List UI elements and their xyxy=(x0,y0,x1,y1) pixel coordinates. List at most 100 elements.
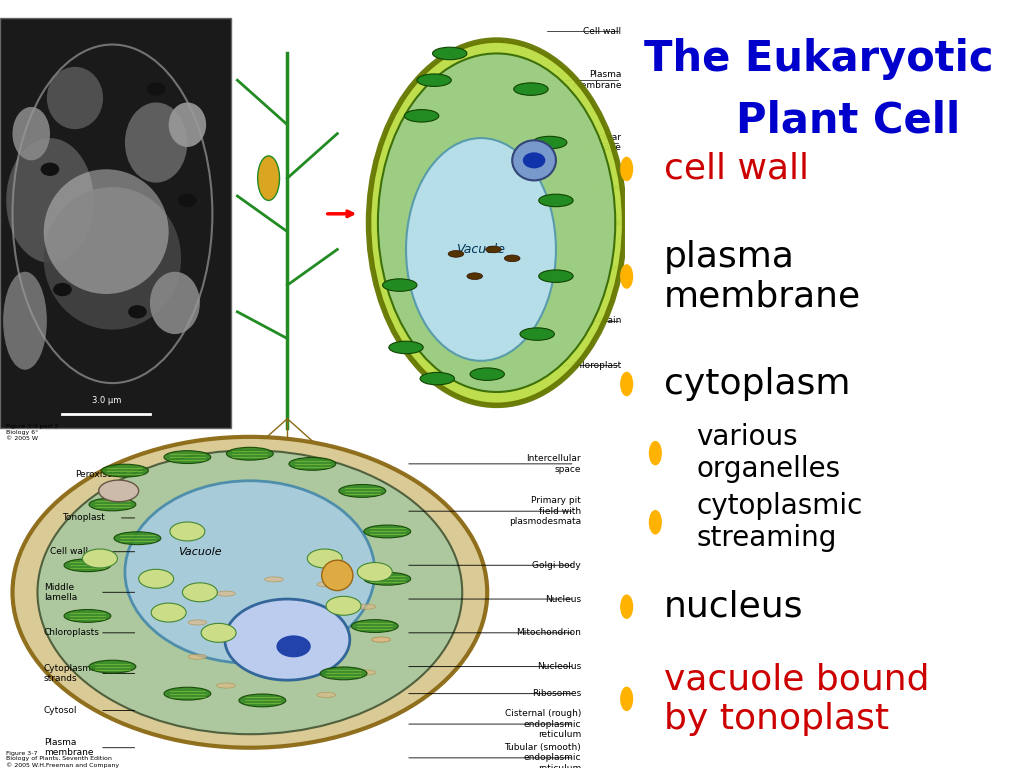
Ellipse shape xyxy=(44,187,181,329)
Ellipse shape xyxy=(467,273,482,280)
Text: Cell wall: Cell wall xyxy=(50,548,88,556)
Ellipse shape xyxy=(356,604,376,609)
Text: Golgi body: Golgi body xyxy=(532,561,581,570)
Ellipse shape xyxy=(372,637,390,642)
Ellipse shape xyxy=(47,67,103,129)
Ellipse shape xyxy=(258,156,280,200)
Ellipse shape xyxy=(12,107,50,161)
Text: Nucleolus: Nucleolus xyxy=(537,662,581,671)
Circle shape xyxy=(357,562,392,581)
Text: vacuole bound
by tonoplast: vacuole bound by tonoplast xyxy=(664,662,929,736)
Ellipse shape xyxy=(188,654,207,659)
Circle shape xyxy=(307,549,342,568)
Circle shape xyxy=(138,569,174,588)
Ellipse shape xyxy=(432,47,467,60)
Ellipse shape xyxy=(383,279,417,291)
Ellipse shape xyxy=(217,683,236,688)
Ellipse shape xyxy=(225,599,350,680)
Ellipse shape xyxy=(89,498,136,511)
Circle shape xyxy=(41,163,59,176)
Ellipse shape xyxy=(485,246,502,253)
Ellipse shape xyxy=(114,531,161,545)
Circle shape xyxy=(201,624,237,642)
Ellipse shape xyxy=(276,635,310,657)
Circle shape xyxy=(621,157,633,181)
Text: Vacuole: Vacuole xyxy=(178,547,222,557)
Text: Plasma
membrane: Plasma membrane xyxy=(44,738,93,757)
Ellipse shape xyxy=(351,620,398,633)
Circle shape xyxy=(621,264,633,289)
Text: Middle
lamella: Middle lamella xyxy=(44,583,77,602)
Ellipse shape xyxy=(316,693,336,697)
Ellipse shape xyxy=(164,687,211,700)
Ellipse shape xyxy=(226,447,273,460)
Circle shape xyxy=(152,603,186,622)
Ellipse shape xyxy=(164,451,211,464)
Circle shape xyxy=(178,194,197,207)
Ellipse shape xyxy=(316,581,336,587)
Ellipse shape xyxy=(125,102,187,183)
Circle shape xyxy=(170,522,205,541)
Text: Figure 3-7
Biology of Plants, Seventh Edition
© 2005 W.H.Freeman and Company: Figure 3-7 Biology of Plants, Seventh Ed… xyxy=(6,750,120,768)
Ellipse shape xyxy=(356,670,376,675)
Circle shape xyxy=(326,596,361,615)
Text: Plasma
membrane: Plasma membrane xyxy=(572,71,622,90)
Text: Chloroplast: Chloroplast xyxy=(570,361,622,369)
Ellipse shape xyxy=(3,272,47,369)
Ellipse shape xyxy=(406,138,556,361)
Ellipse shape xyxy=(289,458,336,470)
Ellipse shape xyxy=(188,620,207,625)
Ellipse shape xyxy=(369,40,625,406)
Ellipse shape xyxy=(12,437,487,748)
Ellipse shape xyxy=(264,577,284,582)
Text: Ribosomes: Ribosomes xyxy=(531,689,581,698)
Ellipse shape xyxy=(217,591,236,596)
Text: plasma
membrane: plasma membrane xyxy=(664,240,861,313)
Ellipse shape xyxy=(532,136,567,149)
Ellipse shape xyxy=(364,525,411,538)
Ellipse shape xyxy=(539,270,573,283)
Ellipse shape xyxy=(505,255,520,262)
Ellipse shape xyxy=(65,610,111,622)
Circle shape xyxy=(128,305,146,319)
Ellipse shape xyxy=(449,250,464,257)
Circle shape xyxy=(621,594,633,619)
Text: Intercellular
space: Intercellular space xyxy=(526,454,581,474)
Text: Peroxisome: Peroxisome xyxy=(75,469,127,478)
Ellipse shape xyxy=(389,341,423,354)
Circle shape xyxy=(146,82,166,96)
Ellipse shape xyxy=(417,74,452,87)
Text: Starch grain: Starch grain xyxy=(566,316,622,325)
Text: The Eukaryotic: The Eukaryotic xyxy=(644,38,994,81)
Text: Vacuole: Vacuole xyxy=(457,243,506,256)
Text: 3.0 µm: 3.0 µm xyxy=(91,396,121,406)
Ellipse shape xyxy=(539,194,573,207)
Text: cell wall: cell wall xyxy=(664,152,809,186)
Circle shape xyxy=(621,372,633,396)
Text: Mitochondrion: Mitochondrion xyxy=(516,628,581,637)
Circle shape xyxy=(649,510,662,535)
Text: various
organelles: various organelles xyxy=(696,423,841,483)
Circle shape xyxy=(523,152,546,168)
Circle shape xyxy=(53,283,72,296)
Ellipse shape xyxy=(512,141,556,180)
Ellipse shape xyxy=(44,169,169,294)
Text: Tonoplast: Tonoplast xyxy=(62,514,105,522)
Ellipse shape xyxy=(404,110,439,122)
Circle shape xyxy=(649,441,662,465)
Text: nucleus: nucleus xyxy=(664,590,803,624)
Text: Plant Cell: Plant Cell xyxy=(678,100,961,142)
Ellipse shape xyxy=(339,485,386,498)
Ellipse shape xyxy=(6,138,94,263)
Ellipse shape xyxy=(322,560,353,591)
Ellipse shape xyxy=(420,372,455,385)
Ellipse shape xyxy=(101,464,148,477)
Ellipse shape xyxy=(372,637,390,642)
Text: Nucleolus: Nucleolus xyxy=(578,218,622,227)
Text: Figure 3-3 part 2
Biology 6°
© 2005 W: Figure 3-3 part 2 Biology 6° © 2005 W xyxy=(6,425,58,441)
Text: Cytoplasmic
strands: Cytoplasmic strands xyxy=(44,664,99,683)
Ellipse shape xyxy=(38,450,462,734)
Ellipse shape xyxy=(125,481,375,664)
Text: Nucleus: Nucleus xyxy=(586,183,622,191)
Text: Primary pit
field with
plasmodesmata: Primary pit field with plasmodesmata xyxy=(509,496,581,526)
